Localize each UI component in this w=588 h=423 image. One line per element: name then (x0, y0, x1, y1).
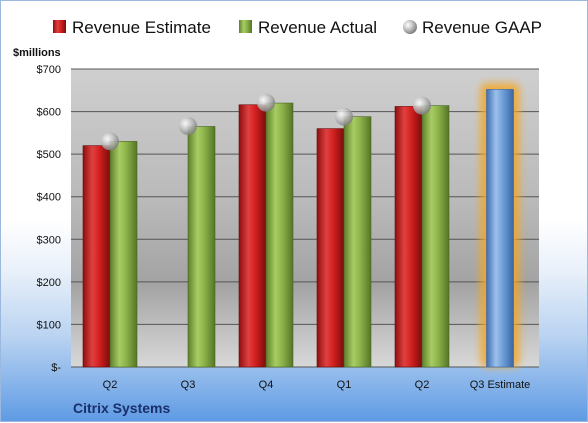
y-tick-label: $400 (37, 192, 61, 204)
legend-label-actual: Revenue Actual (258, 18, 377, 37)
x-tick-label: Q3 (181, 379, 196, 391)
gridlines (71, 68, 539, 368)
gaap-marker (257, 93, 275, 112)
actual-bar (265, 102, 294, 368)
y-tick-label: $300 (37, 234, 61, 246)
estimate-bar-highlight (486, 89, 514, 368)
legend: Revenue Estimate Revenue Actual Revenue … (53, 18, 542, 37)
y-tick-label: $100 (37, 319, 61, 331)
actual-bar (343, 116, 372, 368)
actual-bar (187, 126, 216, 368)
plot-area (71, 69, 539, 367)
y-tick-label: $700 (37, 64, 61, 76)
company-name: Citrix Systems (73, 400, 170, 416)
y-axis-ticks: $- $100 $200 $300 $400 $500 $600 $700 (37, 64, 62, 374)
gaap-marker (101, 132, 119, 151)
gaap-markers (101, 93, 431, 151)
x-axis-ticks: Q2 Q3 Q4 Q1 Q2 Q3 Estimate (103, 379, 531, 391)
actual-bar (109, 141, 138, 368)
legend-swatch-actual (239, 20, 252, 33)
y-tick-label: $600 (37, 107, 61, 119)
x-tick-label: Q2 (103, 379, 118, 391)
estimate-bar (394, 106, 423, 368)
legend-label-estimate: Revenue Estimate (72, 18, 211, 37)
bars (82, 89, 514, 368)
estimate-bar (316, 128, 345, 368)
y-tick-label: $500 (37, 149, 61, 161)
estimate-bar (238, 104, 267, 368)
legend-swatch-gaap (403, 20, 417, 34)
x-tick-label: Q2 (415, 379, 430, 391)
gaap-marker (179, 117, 197, 136)
y-tick-label: $- (51, 362, 61, 374)
x-tick-label: Q3 Estimate (470, 379, 531, 391)
x-tick-label: Q4 (259, 379, 274, 391)
y-unit-label: $millions (13, 47, 61, 59)
gaap-marker (335, 107, 353, 126)
gaap-marker (413, 96, 431, 115)
y-tick-label: $200 (37, 277, 61, 289)
legend-swatch-estimate (53, 20, 66, 33)
x-tick-label: Q1 (337, 379, 352, 391)
legend-label-gaap: Revenue GAAP (422, 18, 542, 37)
actual-bar (421, 105, 450, 368)
estimate-bar (82, 145, 111, 368)
